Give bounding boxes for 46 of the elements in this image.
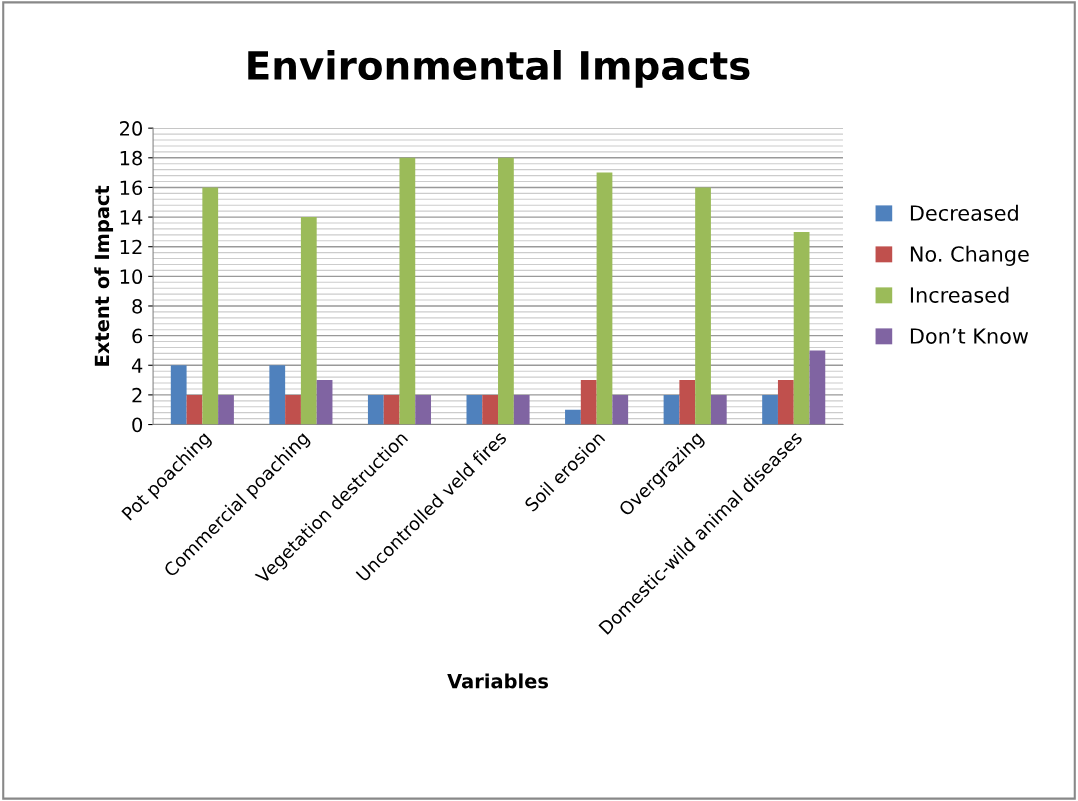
- bar: [316, 380, 333, 425]
- bar: [612, 394, 629, 425]
- bar: [809, 350, 826, 425]
- bar: [710, 394, 727, 425]
- bar: [565, 409, 581, 425]
- bar: [269, 365, 286, 425]
- bar: [679, 380, 696, 425]
- bar: [202, 187, 219, 425]
- y-tick-label: 16: [120, 180, 143, 196]
- bar: [513, 394, 530, 425]
- bar: [285, 394, 301, 425]
- y-tick-label: 18: [120, 150, 143, 166]
- y-tick-label: 10: [120, 269, 143, 285]
- legend-label: Decreased: [910, 204, 1018, 221]
- y-tick-label: 12: [120, 239, 142, 255]
- x-axis-title: Variables: [447, 673, 549, 689]
- bar: [663, 394, 680, 425]
- bar: [580, 380, 597, 425]
- bar: [399, 157, 416, 425]
- bar: [415, 394, 432, 425]
- legend-label: Increased: [910, 286, 1009, 303]
- y-tick-label: 4: [131, 358, 143, 373]
- bar: [498, 157, 514, 425]
- bar: [762, 394, 778, 425]
- legend-label: No. Change: [910, 245, 1029, 266]
- bar: [482, 394, 499, 425]
- legend-label: Don’t Know: [910, 328, 1029, 344]
- y-tick-label: 8: [132, 298, 143, 314]
- y-tick-label: 0: [132, 417, 143, 433]
- y-tick-label: 2: [132, 387, 142, 403]
- y-axis-title: Extent of Impact: [94, 185, 114, 366]
- bar: [777, 380, 794, 425]
- bar: [596, 172, 613, 425]
- y-tick-label: 6: [132, 328, 143, 344]
- bar: [300, 217, 317, 425]
- bar: [218, 394, 234, 425]
- y-tick-label: 20: [120, 121, 143, 136]
- bar: [186, 394, 203, 425]
- bar: [466, 394, 483, 425]
- y-tick-label: 14: [120, 210, 143, 225]
- chart-title: Environmental Impacts: [248, 50, 750, 88]
- bar: [383, 394, 400, 425]
- bar: [695, 187, 711, 425]
- bar: [367, 394, 384, 425]
- bar: [793, 231, 810, 425]
- bar: [170, 365, 187, 425]
